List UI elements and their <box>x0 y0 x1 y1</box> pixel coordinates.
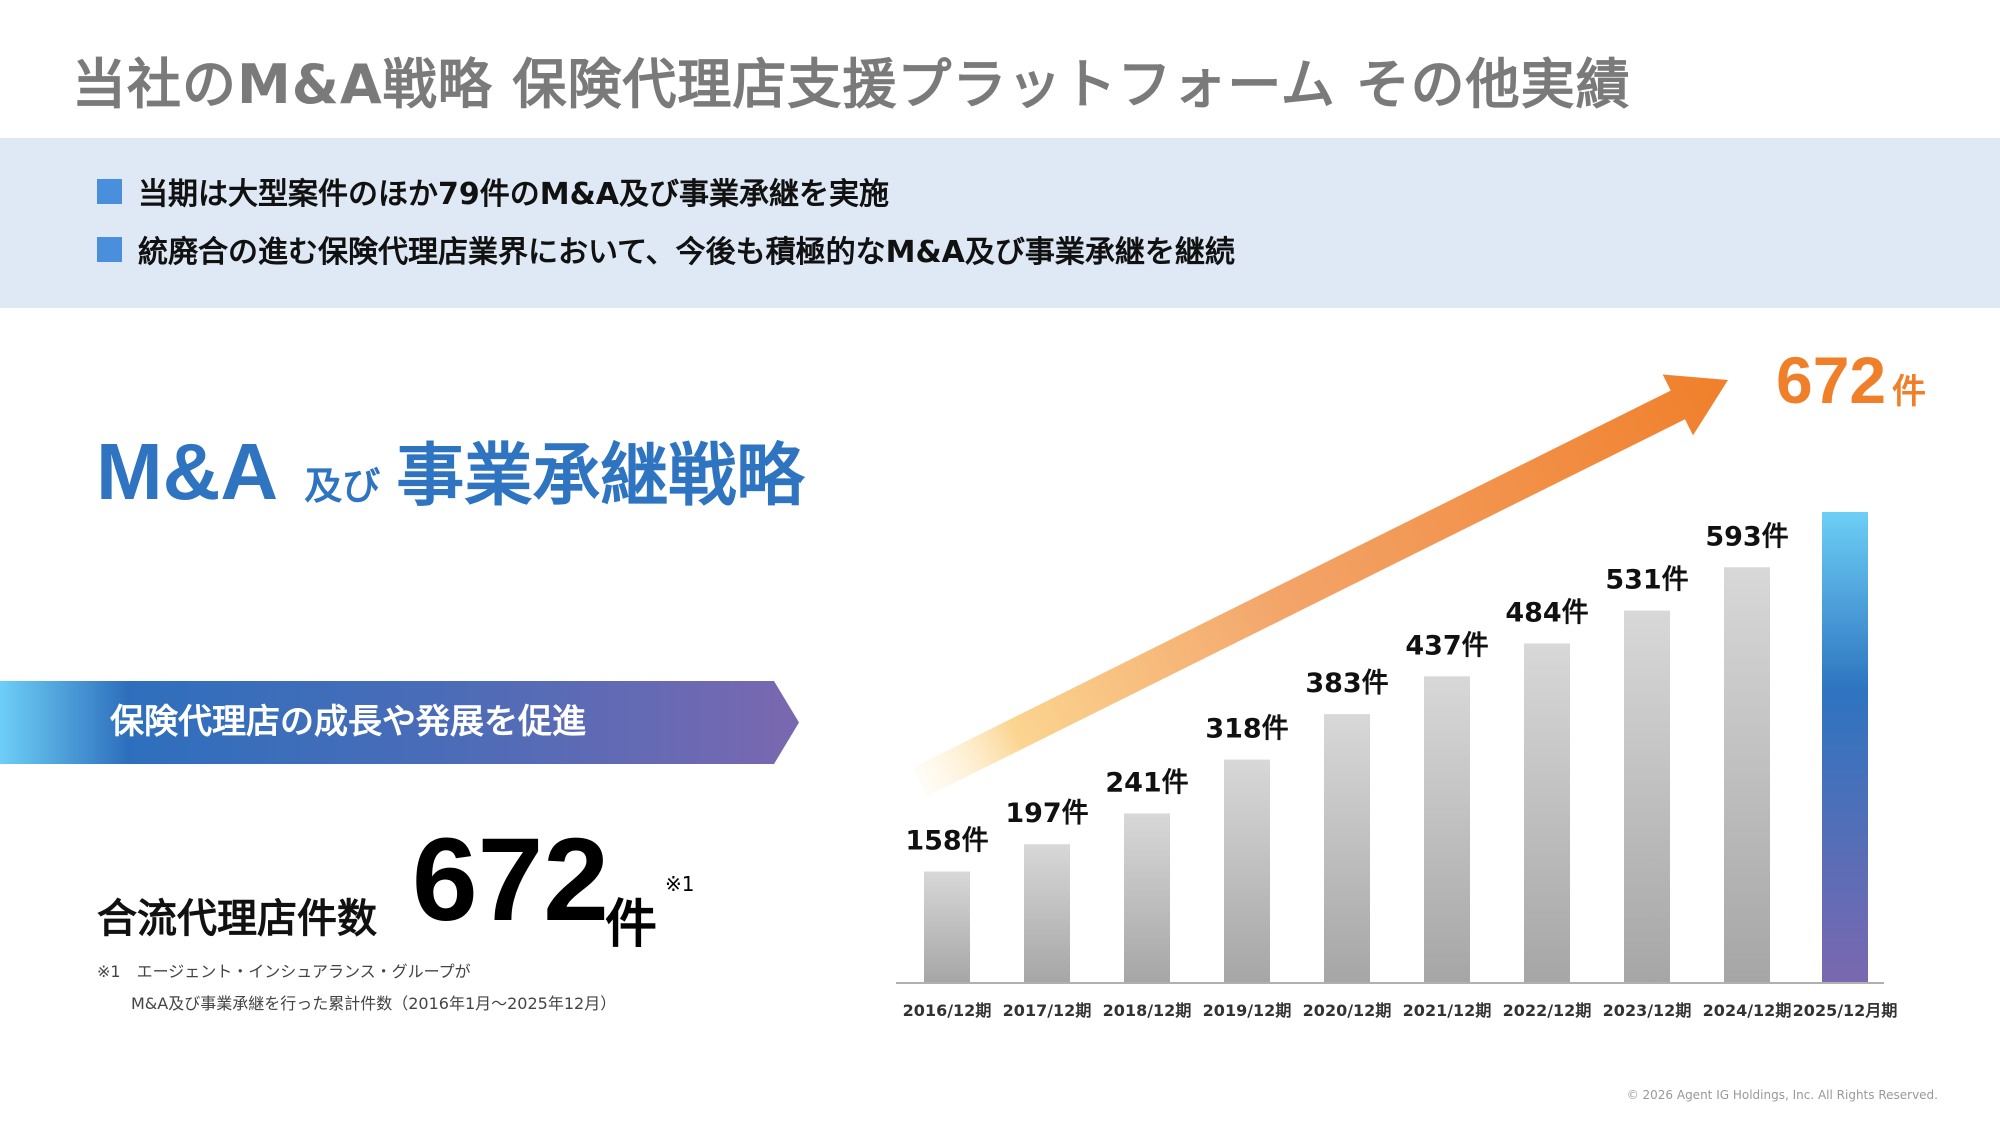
total-value: 672 <box>412 814 609 946</box>
strategy-heading-succession: 事業承継戦略 <box>396 437 805 516</box>
summary-bullet: 統廃合の進む保険代理店業界において、今後も積極的なM&A及び事業承継を継続 <box>97 229 1235 270</box>
data-label: 531件 <box>1605 565 1688 596</box>
data-label: 383件 <box>1305 668 1388 699</box>
banner-arrow-shape <box>0 681 799 764</box>
bar <box>1624 610 1670 982</box>
bar <box>1424 676 1470 982</box>
x-tick-label: 2016/12期 <box>903 1001 992 1020</box>
summary-bullet-text: 統廃合の進む保険代理店業界において、今後も積極的なM&A及び事業承継を継続 <box>138 235 1235 270</box>
data-label: 241件 <box>1105 767 1188 798</box>
growth-trend-arrow-icon <box>912 374 1728 797</box>
x-tick-label: 2018/12期 <box>1103 1001 1192 1020</box>
summary-bullet-text: 当期は大型案件のほか79件のM&A及び事業承継を実施 <box>138 177 889 212</box>
banner-text: 保険代理店の成長や発展を促進 <box>110 702 586 742</box>
copyright: © 2026 Agent IG Holdings, Inc. All Right… <box>1626 1088 1938 1102</box>
highlight-value: 672 <box>1776 343 1886 417</box>
data-label: 437件 <box>1405 630 1488 661</box>
footnote: ※1 エージェント・インシュアランス・グループが M&A及び事業承継を行った累計… <box>97 958 616 1013</box>
square-bullet-icon <box>97 236 122 262</box>
summary-band <box>0 138 2000 308</box>
strategy-heading-ma: M&A <box>96 427 279 516</box>
summary-bullet: 当期は大型案件のほか79件のM&A及び事業承継を実施 <box>97 171 889 212</box>
x-tick-label: 2023/12期 <box>1603 1001 1692 1020</box>
x-tick-label: 2024/12期 <box>1703 1001 1792 1020</box>
bar-highlight <box>1822 512 1868 982</box>
bar <box>1324 714 1370 982</box>
highlight-unit: 件 <box>1892 372 1926 412</box>
data-label: 593件 <box>1705 521 1788 552</box>
footnote-line1: ※1 エージェント・インシュアランス・グループが <box>97 962 471 981</box>
x-tick-label: 2019/12期 <box>1203 1001 1292 1020</box>
strategy-heading-and: 及び <box>304 464 381 508</box>
total-unit: 件 <box>605 895 658 955</box>
square-bullet-icon <box>97 178 122 204</box>
x-tick-label: 2025/12月期 <box>1793 1001 1898 1020</box>
footnote-line2: M&A及び事業承継を行った累計件数（2016年1月～2025年12月） <box>131 994 617 1013</box>
bar <box>1224 759 1270 982</box>
x-tick-label: 2017/12期 <box>1003 1001 1092 1020</box>
data-label: 158件 <box>905 825 988 856</box>
x-tick-label: 2022/12期 <box>1503 1001 1592 1020</box>
bar <box>1124 813 1170 982</box>
bar <box>924 871 970 982</box>
data-label: 318件 <box>1205 714 1288 745</box>
x-tick-label: 2021/12期 <box>1403 1001 1492 1020</box>
x-tick-label: 2020/12期 <box>1303 1001 1392 1020</box>
bar <box>1024 844 1070 982</box>
bar <box>1724 567 1770 982</box>
total-label: 合流代理店件数 <box>97 896 377 942</box>
strategy-heading: M&A 及び 事業承継戦略 <box>96 420 804 519</box>
growth-banner: 保険代理店の成長や発展を促進 <box>0 681 800 764</box>
footnote-marker: ※1 <box>665 872 695 896</box>
data-label: 484件 <box>1505 597 1588 628</box>
page-title: 当社のM&A戦略 保険代理店支援プラットフォーム その他実績 <box>72 53 1631 116</box>
data-label: 197件 <box>1005 798 1088 829</box>
bar <box>1524 643 1570 982</box>
